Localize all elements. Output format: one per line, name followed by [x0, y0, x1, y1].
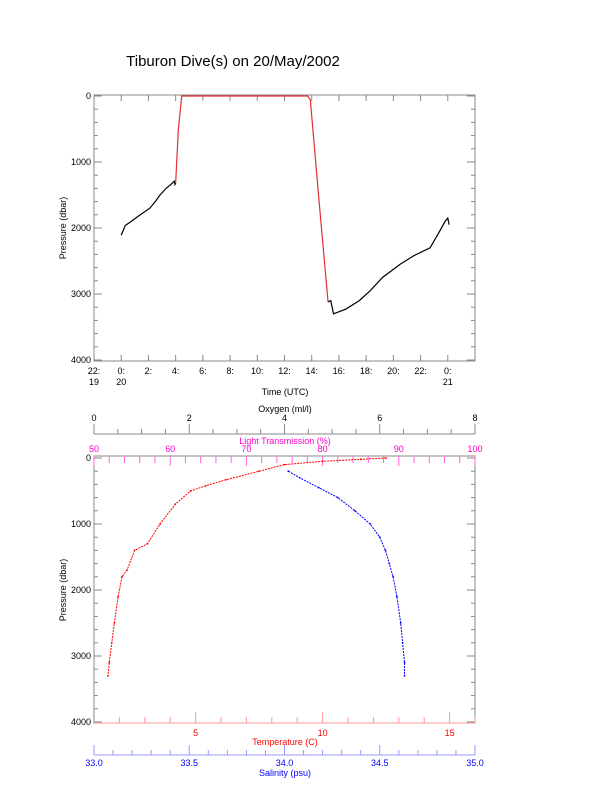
data-point-temperature — [108, 661, 111, 664]
series-line-dive-pressure-2 — [327, 216, 450, 315]
data-point-salinity — [384, 549, 387, 552]
data-point-salinity — [317, 486, 320, 489]
salinity-tick-label: 33.5 — [180, 758, 198, 768]
data-point-temperature — [126, 569, 128, 572]
x-tick-date-label: 21 — [443, 377, 453, 387]
y-tick-label: 0 — [86, 453, 91, 463]
x-tick-label: 8: — [226, 366, 234, 376]
oxygen-tick-label: 2 — [187, 413, 192, 423]
data-point-salinity — [287, 470, 290, 473]
y-tick-label: 4000 — [71, 355, 91, 365]
chart-title: Tiburon Dive(s) on 20/May/2002 — [126, 53, 340, 70]
data-point-temperature — [117, 595, 120, 598]
y-tick-label: 2000 — [71, 585, 91, 595]
data-point-salinity — [395, 595, 398, 598]
data-point-temperature — [133, 549, 136, 552]
series-line-dive-pressure — [120, 179, 177, 236]
x-tick-label: 18: — [360, 366, 373, 376]
y-axis-label: Pressure (dbar) — [58, 559, 68, 622]
light-tick-label: 60 — [165, 444, 175, 454]
light-tick-label: 100 — [467, 444, 482, 454]
series-line-temperature — [107, 457, 387, 676]
data-point-salinity — [354, 509, 356, 512]
y-tick-label: 0 — [86, 91, 91, 101]
data-point-salinity — [388, 562, 391, 565]
x-tick-label: 4: — [172, 366, 180, 376]
data-point-salinity — [399, 622, 402, 624]
data-point-temperature — [107, 674, 109, 677]
x-tick-label: 22: — [414, 366, 427, 376]
salinity-tick-label: 34.5 — [371, 758, 389, 768]
x-tick-date-label: 19 — [89, 377, 99, 387]
series-line-transit-pressure — [175, 95, 329, 302]
x-axis-label: Time (UTC) — [262, 387, 309, 397]
data-point-temperature — [283, 463, 286, 466]
data-point-temperature — [258, 470, 260, 473]
data-point-salinity — [369, 523, 372, 525]
data-point-temperature — [189, 490, 192, 492]
data-point-temperature — [321, 460, 324, 463]
x-tick-label: 0: — [444, 366, 452, 376]
light-tick-label: 80 — [318, 444, 328, 454]
data-point-temperature — [146, 542, 149, 545]
data-point-temperature — [204, 484, 207, 487]
data-point-temperature — [359, 458, 362, 461]
x-tick-label: 6: — [199, 366, 207, 376]
temperature-tick-label: 5 — [193, 728, 198, 738]
x-tick-label: 0: — [117, 366, 125, 376]
x-tick-label: 20: — [387, 366, 400, 376]
data-point-salinity — [378, 536, 381, 539]
salinity-tick-label: 33.0 — [85, 758, 103, 768]
x-tick-label: 12: — [278, 366, 291, 376]
top-plot-frame — [93, 94, 476, 362]
oxygen-tick-label: 0 — [91, 413, 96, 423]
temperature-tick-label: 15 — [445, 728, 455, 738]
light-tick-label: 70 — [241, 444, 251, 454]
y-tick-label: 1000 — [71, 519, 91, 529]
temperature-axis-label: Temperature (C) — [252, 737, 318, 747]
data-point-salinity — [392, 575, 394, 578]
oxygen-axis-label: Oxygen (ml/l) — [258, 404, 312, 414]
data-point-salinity — [401, 641, 404, 644]
x-tick-date-label: 20 — [116, 377, 126, 387]
temperature-tick-label: 10 — [318, 728, 328, 738]
x-tick-label: 14: — [305, 366, 318, 376]
x-tick-label: 2: — [145, 366, 153, 376]
light-tick-label: 90 — [394, 444, 404, 454]
data-point-temperature — [174, 503, 177, 506]
light-tick-label: 50 — [89, 444, 99, 454]
y-tick-label: 4000 — [71, 717, 91, 727]
y-tick-label: 3000 — [71, 289, 91, 299]
salinity-tick-label: 34.0 — [276, 758, 294, 768]
data-point-temperature — [113, 622, 116, 624]
y-tick-label: 3000 — [71, 651, 91, 661]
oxygen-tick-label: 8 — [472, 413, 477, 423]
oxygen-tick-label: 6 — [377, 413, 382, 423]
salinity-tick-label: 35.0 — [466, 758, 484, 768]
data-point-temperature — [159, 523, 161, 525]
series-line-salinity — [288, 470, 406, 676]
data-point-salinity — [403, 661, 406, 664]
data-point-salinity — [403, 674, 406, 677]
data-point-temperature — [385, 457, 387, 459]
data-point-salinity — [336, 496, 339, 499]
data-point-temperature — [121, 575, 123, 578]
y-axis-label: Pressure (dbar) — [58, 197, 68, 260]
salinity-axis-label: Salinity (psu) — [259, 768, 311, 778]
data-point-salinity — [298, 476, 301, 479]
data-point-temperature — [110, 641, 113, 644]
y-tick-label: 2000 — [71, 223, 91, 233]
y-tick-label: 1000 — [71, 157, 91, 167]
bottom-plot-frame — [93, 455, 476, 724]
x-tick-label: 10: — [251, 366, 264, 376]
oxygen-tick-label: 4 — [282, 413, 287, 423]
light-axis-label: Light Transmission (%) — [239, 436, 331, 446]
data-point-temperature — [225, 478, 227, 481]
x-tick-label: 16: — [333, 366, 346, 376]
x-tick-label: 22: — [88, 366, 101, 376]
